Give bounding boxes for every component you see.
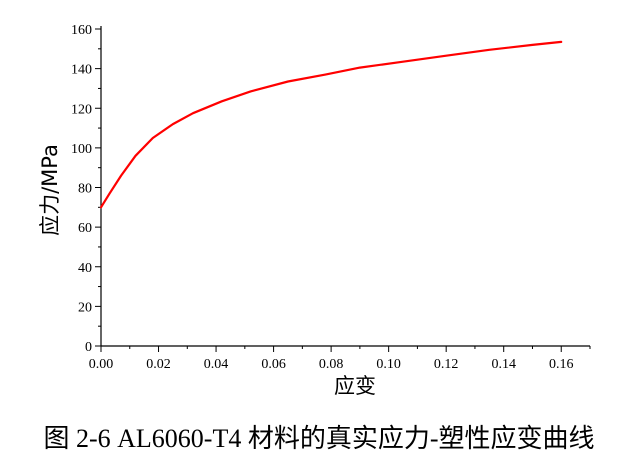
y-tick-label: 20 [78, 300, 92, 315]
x-tick-label: 0.14 [491, 357, 516, 372]
stress-strain-chart: 0.00 0.02 0.04 0.06 0.08 0.10 0.12 0.14 0.16 0 20 4… [38, 23, 591, 398]
y-tick-label: 60 [78, 221, 92, 236]
x-tick-label: 0.04 [204, 357, 229, 372]
x-axis-label: 应变 [334, 374, 376, 398]
series-line [99, 40, 563, 209]
y-tick-label: 40 [78, 261, 92, 276]
x-tick-label: 0.08 [319, 357, 344, 372]
y-tick-label: 120 [71, 102, 92, 117]
tick-marks [95, 28, 591, 352]
figure-caption: 图 2-6 AL6060-T4 材料的真实应力-塑性应变曲线 [43, 424, 595, 453]
x-tick-label: 0.00 [89, 357, 114, 372]
y-tick-label: 100 [71, 142, 92, 157]
x-tick-label: 0.16 [549, 357, 574, 372]
y-tick-label: 0 [85, 340, 92, 355]
series-group [99, 40, 563, 209]
axes [100, 26, 590, 347]
y-axis-label: 应力/MPa [38, 144, 62, 236]
y-tick-label: 160 [71, 23, 92, 38]
x-tick-label: 0.06 [261, 357, 286, 372]
tick-labels: 0.00 0.02 0.04 0.06 0.08 0.10 0.12 0.14 0.16 0 20 4… [71, 23, 573, 372]
y-tick-label: 80 [78, 182, 92, 197]
x-tick-label: 0.10 [376, 357, 401, 372]
x-tick-label: 0.02 [146, 357, 171, 372]
x-tick-label: 0.12 [434, 357, 459, 372]
y-tick-label: 140 [71, 63, 92, 78]
